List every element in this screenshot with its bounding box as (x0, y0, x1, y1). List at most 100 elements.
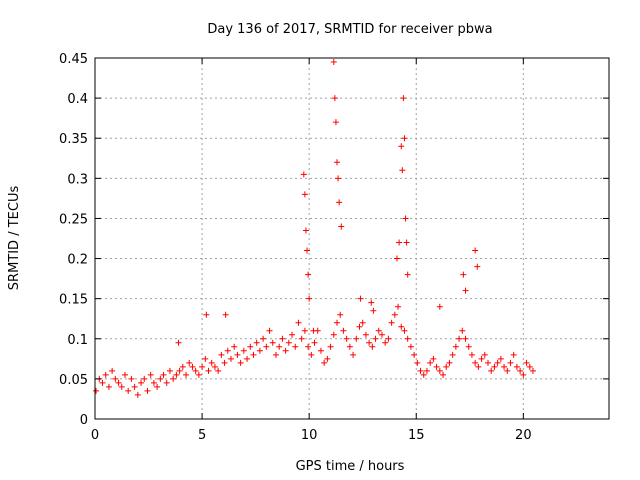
y-tick-label: 0.15 (59, 293, 88, 308)
data-point (93, 387, 100, 394)
data-point (336, 199, 343, 206)
x-tick-label: 5 (198, 428, 206, 443)
data-point (523, 359, 530, 366)
data-point (343, 335, 350, 342)
data-point (446, 359, 453, 366)
data-point (460, 271, 467, 278)
data-point (154, 383, 161, 390)
data-point (488, 367, 495, 374)
data-point (134, 391, 141, 398)
data-point (335, 175, 342, 182)
data-point (526, 363, 533, 370)
data-point (295, 319, 302, 326)
data-points (93, 59, 536, 398)
data-point (478, 355, 485, 362)
data-point (253, 339, 260, 346)
data-point (356, 323, 363, 330)
data-point (504, 367, 511, 374)
data-point (250, 351, 257, 358)
data-point (298, 335, 305, 342)
data-point (456, 335, 463, 342)
data-point (231, 343, 238, 350)
chart-title: Day 136 of 2017, SRMTID for receiver pbw… (207, 22, 492, 37)
data-point (218, 351, 225, 358)
data-point (247, 343, 254, 350)
data-point (491, 363, 498, 370)
data-point (279, 335, 286, 342)
data-point (407, 343, 414, 350)
data-point (465, 343, 472, 350)
data-point (175, 339, 182, 346)
y-tick-label: 0.35 (59, 132, 88, 147)
data-point (269, 339, 276, 346)
data-point (176, 367, 183, 374)
data-point (205, 367, 212, 374)
data-point (474, 263, 481, 270)
data-point (292, 343, 299, 350)
data-point (234, 351, 241, 358)
data-point (462, 287, 469, 294)
data-point (131, 383, 138, 390)
data-point (240, 347, 247, 354)
data-point (401, 327, 408, 334)
y-tick-label: 0.45 (59, 52, 88, 67)
data-point (513, 363, 520, 370)
data-point (276, 343, 283, 350)
data-point (385, 335, 392, 342)
data-point (202, 355, 209, 362)
data-point (369, 343, 376, 350)
y-tick-label: 0 (80, 413, 88, 428)
data-point (272, 351, 279, 358)
data-point (157, 375, 164, 382)
data-point (308, 351, 315, 358)
data-point (372, 335, 379, 342)
data-point (501, 363, 508, 370)
data-point (186, 359, 193, 366)
data-point (350, 351, 357, 358)
data-point (436, 303, 443, 310)
data-point (144, 387, 151, 394)
data-point (396, 239, 403, 246)
data-point (305, 271, 312, 278)
data-point (420, 371, 427, 378)
data-point (170, 375, 177, 382)
y-tick-label: 0.2 (67, 253, 88, 268)
data-point (340, 327, 347, 334)
plot-frame (94, 57, 610, 420)
data-point (388, 319, 395, 326)
data-point (324, 355, 331, 362)
data-point (166, 367, 173, 374)
x-tick-label: 15 (408, 428, 425, 443)
data-point (263, 343, 270, 350)
y-axis-label: SRMTID / TECUs (7, 186, 22, 291)
axis-ticks (94, 57, 609, 420)
data-point (375, 327, 382, 334)
data-point (382, 339, 389, 346)
data-point (346, 343, 353, 350)
data-point (366, 339, 373, 346)
x-tick-label: 10 (301, 428, 318, 443)
data-point (118, 383, 125, 390)
data-point (411, 351, 418, 358)
data-point (115, 379, 122, 386)
data-point (301, 327, 308, 334)
data-point (332, 119, 339, 126)
y-tick-label: 0.25 (59, 212, 88, 227)
data-point (402, 215, 409, 222)
data-point (370, 307, 377, 314)
data-point (517, 367, 524, 374)
data-point (404, 271, 411, 278)
data-point (321, 359, 328, 366)
data-point (311, 339, 318, 346)
data-point (244, 355, 251, 362)
data-point (160, 371, 167, 378)
data-point (128, 375, 135, 382)
data-point (285, 339, 292, 346)
data-point (150, 379, 157, 386)
data-point (163, 379, 170, 386)
data-point (359, 319, 366, 326)
data-point (301, 191, 308, 198)
y-tick-label: 0.4 (67, 92, 88, 107)
